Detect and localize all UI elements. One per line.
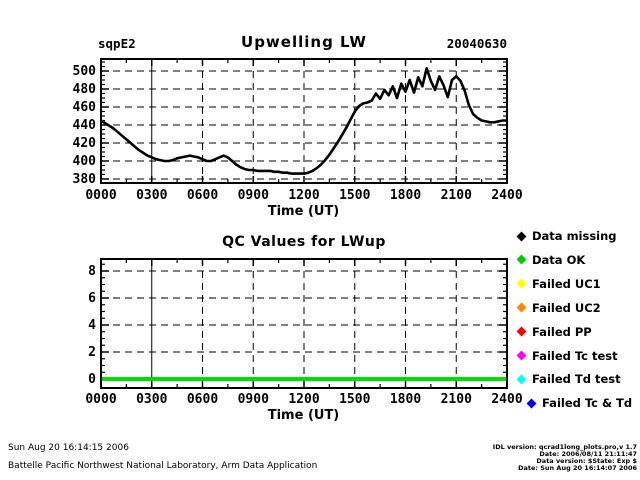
y-tick-label: 440 bbox=[72, 118, 96, 133]
legend-item-failed-tc-test: Failed Tc test bbox=[516, 344, 618, 368]
y-tick-label: 8 bbox=[88, 264, 96, 279]
legend-diamond-icon bbox=[516, 374, 527, 385]
y-tick-label: 4 bbox=[88, 318, 96, 333]
legend-diamond-icon bbox=[516, 231, 527, 241]
x-tick-label: 0300 bbox=[136, 392, 168, 407]
x-tick-label: 1500 bbox=[339, 188, 371, 203]
legend-item-failed-tc-td: Failed Tc & Td bbox=[526, 391, 633, 415]
legend-diamond-icon bbox=[516, 350, 527, 361]
site-label: sqpE2 bbox=[98, 36, 136, 51]
legend-diamond-icon bbox=[516, 254, 527, 265]
x-tick-label: 1800 bbox=[389, 392, 422, 407]
series-lwup bbox=[100, 67, 507, 175]
y-tick-label: 500 bbox=[72, 64, 96, 79]
y-tick-label: 0 bbox=[88, 372, 96, 387]
qc-values-plot bbox=[100, 258, 508, 389]
y-tick-label: 420 bbox=[72, 136, 96, 151]
legend-diamond-icon bbox=[516, 326, 527, 337]
x-tick-label: 2400 bbox=[491, 392, 523, 407]
x-tick-label: 0600 bbox=[186, 188, 219, 203]
x-tick-label: 0900 bbox=[237, 392, 269, 407]
legend-label: Failed UC2 bbox=[532, 300, 601, 315]
y-tick-label: 480 bbox=[72, 82, 96, 97]
x-tick-label: 0300 bbox=[136, 188, 168, 203]
legend-label: Failed Td test bbox=[532, 372, 621, 387]
legend-item-data-ok: Data OK bbox=[516, 248, 586, 272]
legend-label: Failed Tc & Td bbox=[542, 396, 633, 411]
x-tick-label: 1200 bbox=[288, 392, 320, 407]
x-tick-label: 0900 bbox=[237, 188, 269, 203]
x-tick-label: 2400 bbox=[491, 188, 523, 203]
footer-timestamp: Sun Aug 20 16:14:15 2006 bbox=[8, 443, 129, 453]
x-tick-label: 0000 bbox=[85, 392, 117, 407]
legend-item-failed-uc2: Failed UC2 bbox=[516, 296, 601, 320]
legend-label: Failed Tc test bbox=[532, 348, 618, 363]
upwelling-lw-plot bbox=[100, 58, 508, 184]
x-tick-label: 1500 bbox=[339, 392, 371, 407]
legend-item-data-missing: Data missing bbox=[516, 224, 617, 248]
chart1-title: Upwelling LW bbox=[241, 33, 367, 51]
x-tick-label: 0600 bbox=[186, 392, 219, 407]
chart2-x-axis-label: Time (UT) bbox=[267, 408, 340, 423]
legend-item-failed-td-test: Failed Td test bbox=[516, 367, 621, 391]
chart1-x-axis-label: Time (UT) bbox=[267, 204, 340, 219]
chart2-title: QC Values for LWup bbox=[222, 234, 386, 250]
qc-legend: Data missing Data OK Failed UC1 Failed UC2 F… bbox=[516, 224, 640, 424]
x-tick-label: 2100 bbox=[440, 188, 472, 203]
legend-label: Data missing bbox=[532, 229, 617, 243]
footer-organization: Battelle Pacific Northwest National Labo… bbox=[8, 461, 318, 471]
x-tick-label: 0000 bbox=[85, 188, 117, 203]
x-tick-label: 1800 bbox=[389, 188, 422, 203]
legend-label: Failed UC1 bbox=[532, 276, 601, 291]
x-tick-label: 1200 bbox=[288, 188, 320, 203]
footer-version-block: IDL version: qcrad1long_plots.pro,v 1.7 … bbox=[340, 444, 637, 472]
idl-date-line: Date: 2006/08/11 21:11:47 bbox=[539, 450, 637, 458]
y-tick-label: 460 bbox=[72, 100, 96, 115]
y-tick-label: 380 bbox=[72, 172, 96, 187]
legend-diamond-icon bbox=[516, 278, 527, 289]
y-tick-label: 400 bbox=[72, 154, 96, 169]
y-tick-label: 6 bbox=[88, 291, 96, 306]
legend-item-failed-uc1: Failed UC1 bbox=[516, 272, 601, 296]
data-version-line: Data version: $State: Exp $ bbox=[536, 457, 637, 465]
idl-version-line: IDL version: qcrad1long_plots.pro,v 1.7 bbox=[492, 443, 637, 451]
legend-diamond-icon bbox=[516, 302, 527, 313]
y-tick-label: 2 bbox=[88, 345, 96, 360]
legend-label: Data OK bbox=[532, 252, 586, 267]
date-label: 20040630 bbox=[446, 36, 507, 51]
x-tick-label: 2100 bbox=[440, 392, 472, 407]
legend-item-failed-pp: Failed PP bbox=[516, 320, 592, 344]
plot-date-line: Date: Sun Aug 20 16:14:07 2006 bbox=[518, 464, 637, 472]
legend-label: Failed PP bbox=[532, 324, 592, 339]
